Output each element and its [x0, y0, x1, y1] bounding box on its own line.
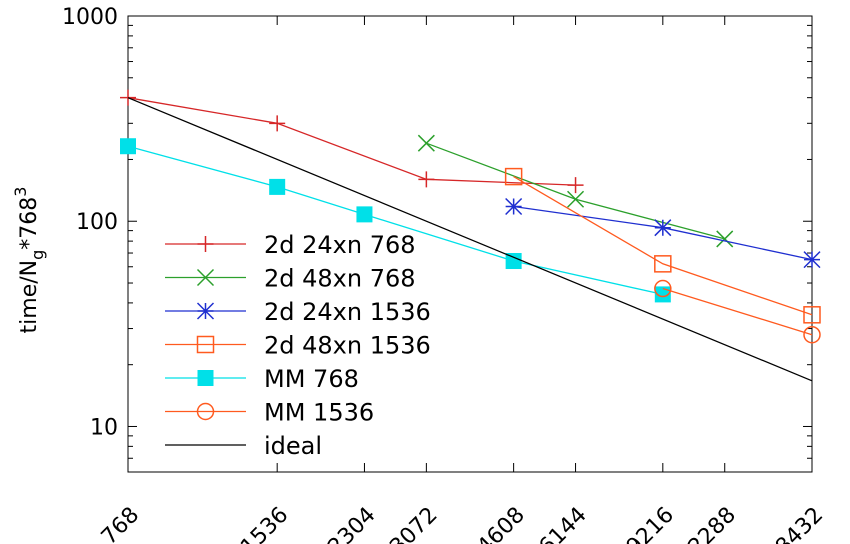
series-ideal: [127, 97, 813, 382]
y-tick-label: 100: [76, 210, 118, 235]
data-point: [505, 197, 523, 216]
data-point: [505, 253, 522, 270]
data-point: [654, 255, 672, 273]
y-axis-title: time/Ng*7683: [11, 187, 47, 334]
series-line: [127, 97, 576, 186]
data-point: [567, 177, 584, 194]
series-2d-24xn-1536: [505, 197, 821, 269]
axis-ticks: [127, 15, 813, 473]
series-line: [662, 287, 813, 336]
data-point: [356, 206, 373, 223]
series-mm-1536: [654, 279, 821, 344]
data-point: [716, 230, 734, 248]
x-tick-label: 9216: [622, 503, 679, 544]
legend-item: 2d 24xn 768: [165, 231, 416, 259]
legend-item: 2d 48xn 1536: [165, 332, 431, 360]
legend-label: 2d 24xn 768: [264, 231, 416, 259]
series-line: [127, 97, 813, 382]
data-point: [654, 219, 672, 237]
legend-item: 2d 24xn 1536: [165, 298, 431, 326]
y-tick-label: 10: [90, 415, 118, 440]
legend: 2d 24xn 768 2d 48xn 768 2d 24xn 1536 2d 48x…: [165, 231, 431, 460]
legend-item: ideal: [165, 432, 322, 460]
series-layer: [120, 89, 821, 382]
data-point: [196, 402, 215, 421]
data-point: [120, 89, 136, 106]
y-tick-label: 1000: [62, 5, 118, 30]
plot-border: [127, 15, 813, 473]
data-point: [269, 115, 286, 132]
x-tick-label: 4608: [473, 503, 530, 544]
legend-label: 2d 48xn 768: [264, 265, 416, 293]
x-tick-label: 6144: [535, 503, 592, 544]
data-point: [196, 302, 215, 320]
legend-label: 2d 48xn 1536: [264, 332, 431, 360]
series-line: [513, 176, 813, 316]
series-mm-768: [120, 138, 671, 303]
legend-item: MM 1536: [165, 399, 374, 427]
y-axis-title-sub: g: [28, 250, 47, 260]
plot-area: [127, 15, 813, 473]
series-2d-24xn-768: [120, 89, 584, 194]
x-tick-label: 12288: [674, 503, 741, 544]
data-point: [197, 370, 214, 386]
data-point: [417, 134, 435, 152]
legend-label: ideal: [264, 432, 322, 460]
x-tick-label: 768: [97, 503, 144, 544]
y-axis-title-tail: *768: [17, 197, 42, 250]
y-axis-title-sup: 3: [11, 187, 30, 197]
x-tick-label: 3072: [385, 503, 442, 544]
series-2d-48xn-768: [417, 134, 734, 248]
data-point: [803, 306, 821, 324]
data-point: [418, 171, 435, 188]
x-tick-label: 2304: [323, 503, 380, 544]
data-point: [654, 279, 672, 298]
data-point: [197, 236, 214, 252]
legend-item: MM 768: [165, 365, 359, 393]
data-point: [803, 325, 821, 344]
data-point: [269, 178, 286, 195]
series-2d-48xn-1536: [504, 167, 821, 324]
data-point: [196, 335, 215, 354]
y-axis-title-main: time/N: [17, 260, 42, 334]
x-tick-label: 1536: [236, 503, 293, 544]
data-point: [504, 167, 523, 186]
data-point: [196, 268, 215, 287]
legend-item: 2d 48xn 768: [165, 265, 416, 293]
data-point: [120, 138, 136, 155]
data-point: [567, 190, 585, 208]
x-tick-label: 18432: [761, 503, 828, 544]
legend-label: MM 768: [264, 365, 359, 393]
data-point: [803, 251, 821, 269]
legend-label: MM 1536: [264, 399, 374, 427]
legend-label: 2d 24xn 1536: [264, 298, 431, 326]
